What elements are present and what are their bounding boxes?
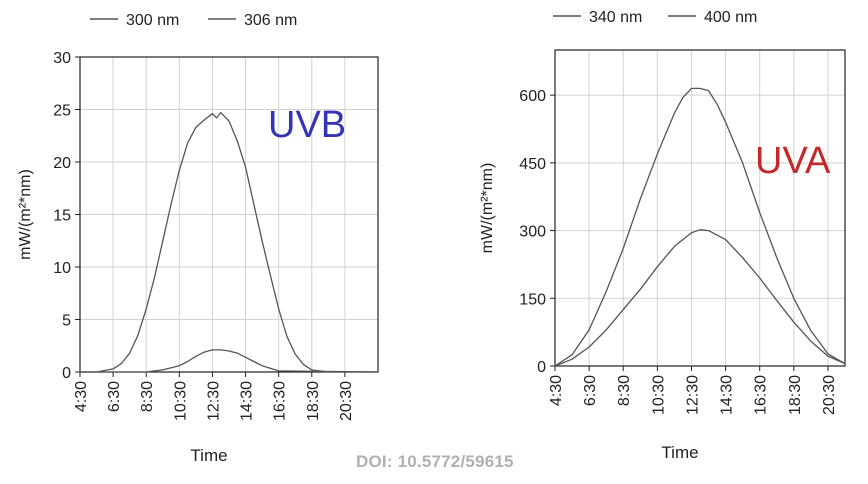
y-tick-label: 0 <box>537 359 546 376</box>
y-tick-label: 30 <box>53 50 71 67</box>
doi-label: DOI: 10.5772/59615 <box>356 452 514 471</box>
x-tick-label: 10:30 <box>172 381 189 421</box>
y-tick-label: 600 <box>519 88 546 105</box>
chart-label: UVB <box>268 104 346 146</box>
legend-label: 340 nm <box>589 9 642 26</box>
x-tick-label: 16:30 <box>753 375 770 415</box>
chart-2: 0 150 300 450 600 4:30 6:30 8:30 10:30 12:30 14:30… <box>479 9 846 462</box>
x-tick-label: 20:30 <box>821 375 838 415</box>
x-tick-label: 12:30 <box>684 375 701 415</box>
y-tick-label: 150 <box>519 291 546 308</box>
legend-label: 306 nm <box>244 12 297 29</box>
y-tick-label: 450 <box>519 156 546 173</box>
legend-label: 300 nm <box>126 12 179 29</box>
x-tick-label: 14:30 <box>239 381 256 421</box>
x-tick-label: 6:30 <box>106 381 123 412</box>
series-line-1 <box>80 349 379 373</box>
x-tick-label: 12:30 <box>205 381 222 421</box>
series-line-1 <box>554 229 846 367</box>
y-axis-label: mW/(m²*nm) <box>479 163 496 254</box>
chart-1: 0 5 10 15 20 25 30 4:30 6:30 8:30 10:30 12:30 14:30 1… <box>17 12 379 465</box>
y-tick-label: 25 <box>53 103 71 120</box>
y-tick-label: 15 <box>53 208 71 225</box>
x-tick-label: 20:30 <box>338 381 355 421</box>
x-tick-label: 4:30 <box>73 381 90 412</box>
x-axis-label: Time <box>190 446 227 465</box>
plot-frame <box>79 56 379 373</box>
x-tick-label: 8:30 <box>616 375 633 406</box>
x-tick-label: 18:30 <box>787 375 804 415</box>
x-tick-label: 16:30 <box>272 381 289 421</box>
y-tick-label: 300 <box>519 224 546 241</box>
x-tick-label: 10:30 <box>650 375 667 415</box>
plot-frame <box>554 49 846 367</box>
x-tick-label: 6:30 <box>582 375 599 406</box>
y-tick-label: 5 <box>62 313 71 330</box>
series-line-2 <box>554 87 846 367</box>
x-axis-label: Time <box>661 443 698 462</box>
legend-label: 400 nm <box>704 9 757 26</box>
x-tick-label: 14:30 <box>719 375 736 415</box>
y-tick-label: 10 <box>53 260 71 277</box>
y-tick-label: 20 <box>53 155 71 172</box>
y-axis-label: mW/(m²*nm) <box>17 169 34 260</box>
series-line-2 <box>80 111 378 373</box>
x-tick-label: 4:30 <box>548 375 565 406</box>
x-tick-label: 18:30 <box>305 381 322 421</box>
chart-label: UVA <box>755 140 831 182</box>
x-tick-label: 8:30 <box>139 381 156 412</box>
y-tick-label: 0 <box>62 365 71 382</box>
